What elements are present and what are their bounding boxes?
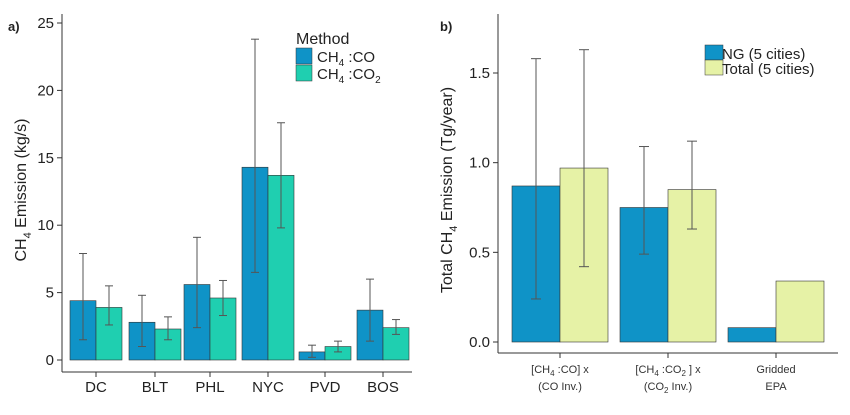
panel-a-x-tick-label: NYC (252, 379, 284, 396)
panel-a-y-tick-label: 25 (37, 15, 54, 32)
panel-b-x-tick-label: EPA (765, 381, 787, 393)
panel-b-y-ticks: 0.0 0.5 1.0 1.5 (469, 65, 498, 351)
panel-a-x-tick-label: PHL (195, 379, 224, 396)
panel-b-y-axis-title: Total CH4 Emission (Tg/year) (439, 87, 460, 293)
panel-b-total-emission: b) Total CH4 Emission (Tg/year) 0.0 0.5 1.… (439, 14, 838, 395)
panel-a-emission-by-city: a) CH4 Emission (kg/s) 0 5 10 15 20 25 DC BLT P… (8, 14, 412, 396)
panel-a-legend-title: Method (296, 31, 349, 48)
panel-a-y-tick-label: 0 (46, 352, 54, 369)
panel-b-error-bars (531, 49, 697, 300)
panel-a-y-axis-title: CH4 Emission (kg/s) (13, 118, 34, 261)
panel-a-legend: Method CH4 :CO CH4 :CO2 (295, 31, 381, 86)
panel-a-x-tick-label: BOS (367, 379, 399, 396)
panel-b-y-tick-label: 1.5 (469, 65, 490, 82)
legend-label-ch4-co2: CH4 :CO2 (317, 66, 381, 86)
legend-swatch-ng (704, 44, 724, 61)
panel-a-error-bars (79, 38, 400, 358)
panel-a-x-tick-label: DC (85, 379, 107, 396)
panel-b-x-tick-label: (CO2 Inv.) (644, 381, 692, 395)
panel-b-bar (775, 280, 825, 343)
panel-b-legend: NG (5 cities) Total (5 cities) (704, 44, 815, 78)
panel-b-bars (511, 167, 825, 343)
legend-swatch-ch4-co2 (295, 64, 313, 82)
panel-a-y-tick-label: 20 (37, 82, 54, 99)
legend-swatch-total (704, 59, 724, 76)
panel-b-x-tick-label: Gridded (756, 364, 795, 376)
panel-a-y-tick-label: 15 (37, 150, 54, 167)
legend-label-ng: NG (5 cities) (722, 46, 805, 63)
panel-a-y-tick-label: 10 (37, 217, 54, 234)
panel-b-bar (727, 327, 777, 343)
panel-b-y-tick-label: 1.0 (469, 155, 490, 172)
panel-b-x-tick-label: (CO Inv.) (538, 381, 582, 393)
panel-b-y-tick-label: 0.0 (469, 334, 490, 351)
panel-b-x-tick-label: [CH4 :CO2 ] x (635, 364, 701, 378)
panel-a-y-tick-label: 5 (46, 285, 54, 302)
panel-b-label: b) (440, 19, 452, 34)
panel-b-y-tick-label: 0.5 (469, 244, 490, 261)
panel-a-bars (69, 166, 410, 361)
panel-a-x-tick-label: BLT (142, 379, 168, 396)
panel-b-x-tick-label: [CH4 :CO] x (531, 364, 589, 378)
panel-b-x-ticks: [CH4 :CO] x (CO Inv.) [CH4 :CO2 ] x (CO2… (531, 353, 796, 395)
legend-label-ch4-co: CH4 :CO (317, 49, 375, 69)
panel-a-y-ticks: 0 5 10 15 20 25 (37, 15, 62, 369)
legend-label-total: Total (5 cities) (722, 61, 815, 78)
panel-a-x-ticks: DC BLT PHL NYC PVD BOS (85, 372, 399, 396)
panel-a-label: a) (8, 19, 20, 34)
legend-swatch-ch4-co (295, 47, 313, 65)
panel-a-x-tick-label: PVD (310, 379, 341, 396)
